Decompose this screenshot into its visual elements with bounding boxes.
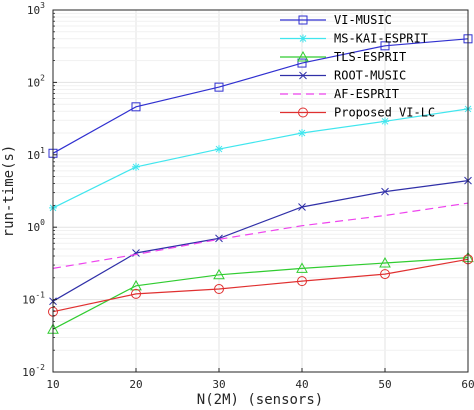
square-marker <box>380 41 390 51</box>
legend-label: MS-KAI-ESPRIT <box>334 32 428 46</box>
star-marker <box>298 129 306 138</box>
series-line <box>52 180 469 302</box>
legend-label: AF-ESPRIT <box>334 87 399 101</box>
star-marker <box>215 145 223 154</box>
circle-marker <box>298 107 308 118</box>
ticks: 10 20 30 40 50 60 10-2 10-1 100 101 102 103 <box>22 1 474 391</box>
legend: VI-MUSIC MS-KAI-ESPRIT TLS-ESPRIT ROOT-MUSI… <box>280 13 435 120</box>
x-tick-label: 60 <box>461 378 474 391</box>
square-marker <box>214 82 224 92</box>
square-marker <box>297 58 307 68</box>
legend-entry: MS-KAI-ESPRIT <box>280 32 428 46</box>
triangle-marker <box>297 50 309 62</box>
x-tick-label: 40 <box>295 378 308 391</box>
circle-marker <box>380 269 390 280</box>
y-tick-label: 101 <box>27 146 45 162</box>
triangle-marker <box>296 262 308 273</box>
legend-label: Proposed VI-LC <box>334 106 435 120</box>
x-marker <box>299 71 307 80</box>
x-axis-label: N(2M) (sensors) <box>197 392 323 408</box>
legend-entry: ROOT-MUSIC <box>280 69 406 83</box>
series-line <box>52 108 469 209</box>
star-marker <box>132 162 140 171</box>
x-tick-label: 50 <box>378 378 391 391</box>
y-tick-label: 10-1 <box>22 291 45 307</box>
x-tick-label: 20 <box>129 378 142 391</box>
x-tick-label: 30 <box>212 378 225 391</box>
square-marker <box>298 15 308 25</box>
plot-frame <box>52 9 469 373</box>
star-marker <box>299 34 307 43</box>
y-axis-label: run-time(s) <box>1 145 17 238</box>
circle-marker <box>214 284 224 295</box>
square-marker <box>131 102 141 112</box>
series-vi-music <box>48 34 473 158</box>
y-tick-label: 102 <box>27 73 45 89</box>
y-tick-label: 10-2 <box>22 363 45 379</box>
x-marker <box>215 234 223 243</box>
legend-entry: Proposed VI-LC <box>280 106 435 120</box>
star-marker <box>381 117 389 126</box>
x-marker <box>298 203 306 211</box>
series-line <box>52 38 469 154</box>
grid <box>53 10 468 372</box>
circle-marker <box>297 276 307 287</box>
triangle-marker <box>379 256 391 268</box>
legend-label: ROOT-MUSIC <box>334 69 406 83</box>
x-marker <box>381 187 389 196</box>
plot-area <box>53 10 468 372</box>
legend-entry: AF-ESPRIT <box>280 87 399 101</box>
series-line <box>52 202 469 269</box>
x-tick-label: 10 <box>46 378 59 391</box>
y-tick-label: 100 <box>27 218 45 234</box>
series-line <box>52 257 469 330</box>
legend-label: TLS-ESPRIT <box>334 50 406 64</box>
legend-entry: TLS-ESPRIT <box>280 50 406 64</box>
legend-label: VI-MUSIC <box>334 13 392 27</box>
series-af-esprit <box>52 202 469 269</box>
triangle-marker <box>213 268 225 280</box>
circle-marker <box>131 288 141 299</box>
legend-entry: VI-MUSIC <box>280 13 392 27</box>
y-tick-label: 103 <box>27 1 45 17</box>
series-line <box>52 258 469 313</box>
